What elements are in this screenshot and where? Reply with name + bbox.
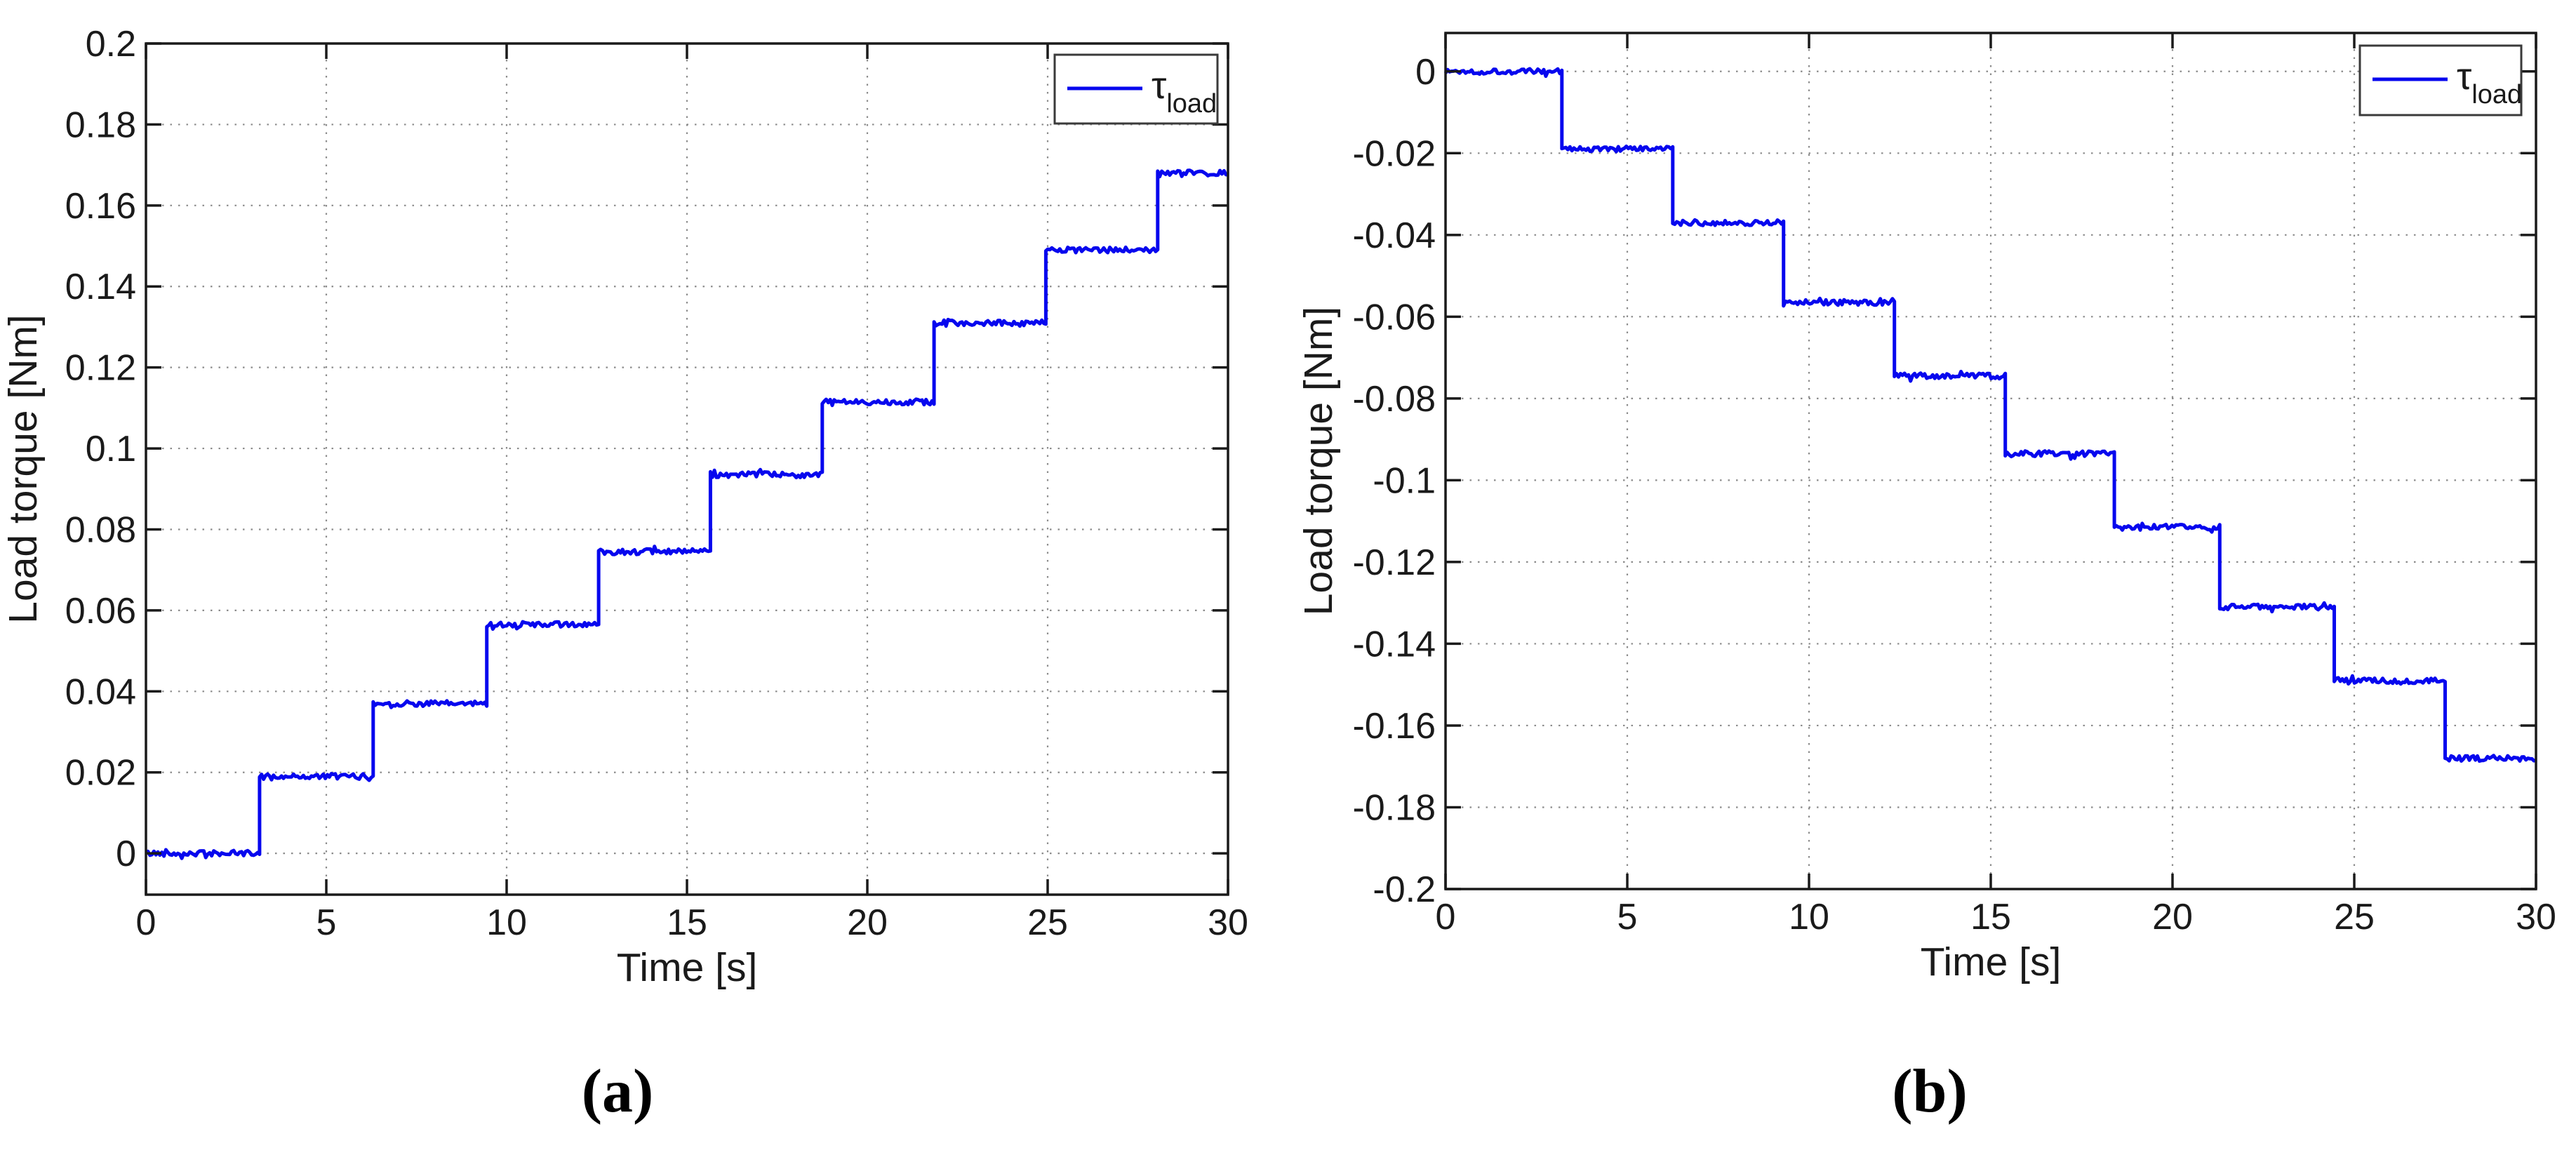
svg-text:-0.04: -0.04 <box>1352 215 1436 256</box>
svg-text:0: 0 <box>116 834 136 874</box>
svg-text:20: 20 <box>2152 897 2193 937</box>
svg-text:-0.06: -0.06 <box>1352 297 1436 338</box>
y-tick-labels-b: 0 -0.02 -0.04 -0.06 -0.08 -0.1 -0.12 -0.14 -0.16… <box>1352 52 1436 910</box>
svg-text:0.1: 0.1 <box>86 429 136 469</box>
svg-text:20: 20 <box>847 902 888 943</box>
svg-text:-0.18: -0.18 <box>1352 787 1436 828</box>
svg-text:-0.02: -0.02 <box>1352 133 1436 174</box>
series-tau-load-a <box>145 168 1229 860</box>
legend-label-a: τload <box>1152 65 1217 119</box>
plot-b-canvas: 0 5 10 15 20 25 30 0 -0.02 -0.04 -0.06 -0.08 -0.1 -0.… <box>1296 32 2556 984</box>
svg-text:-0.16: -0.16 <box>1352 706 1436 747</box>
grid-a <box>146 44 1228 895</box>
x-tick-labels-a: 0 5 10 15 20 25 30 <box>136 902 1248 943</box>
legend-a: τload <box>1053 53 1219 125</box>
svg-text:0.14: 0.14 <box>65 267 136 307</box>
svg-text:5: 5 <box>1617 897 1638 937</box>
svg-text:10: 10 <box>1789 897 1829 937</box>
y-axis-label-a: Load torque [Nm] <box>1 314 46 623</box>
series-tau-load-b <box>1443 67 2537 763</box>
svg-text:5: 5 <box>316 902 337 943</box>
svg-text:0.04: 0.04 <box>65 672 136 712</box>
svg-text:0: 0 <box>1415 52 1436 93</box>
svg-text:25: 25 <box>2334 897 2375 937</box>
grid-b <box>1446 33 2536 889</box>
subfigure-b-label: (b) <box>1892 1057 1968 1126</box>
svg-text:25: 25 <box>1027 902 1068 943</box>
svg-text:0.02: 0.02 <box>65 753 136 794</box>
svg-text:0.2: 0.2 <box>86 24 136 65</box>
svg-text:0.06: 0.06 <box>65 591 136 632</box>
svg-text:-0.1: -0.1 <box>1373 460 1436 501</box>
y-axis-label-b: Load torque [Nm] <box>1296 307 1341 615</box>
svg-text:-0.14: -0.14 <box>1352 624 1436 665</box>
axes-box-a <box>145 42 1229 896</box>
svg-text:-0.2: -0.2 <box>1373 869 1436 910</box>
subfigure-a-label: (a) <box>581 1057 654 1126</box>
x-tick-labels-b: 0 5 10 15 20 25 30 <box>1436 897 2556 937</box>
svg-text:30: 30 <box>2516 897 2556 937</box>
svg-text:-0.12: -0.12 <box>1352 542 1436 583</box>
svg-text:0.08: 0.08 <box>65 509 136 550</box>
x-axis-label-a: Time [s] <box>617 945 758 990</box>
svg-text:15: 15 <box>1970 897 2011 937</box>
svg-text:0: 0 <box>1436 897 1456 937</box>
x-axis-label-b: Time [s] <box>1921 940 2062 984</box>
svg-text:0.18: 0.18 <box>65 105 136 145</box>
legend-b: τload <box>2358 44 2523 116</box>
svg-text:-0.08: -0.08 <box>1352 379 1436 420</box>
tick-marks-b <box>1444 33 2537 890</box>
svg-text:30: 30 <box>1208 902 1248 943</box>
svg-text:0: 0 <box>136 902 156 943</box>
y-tick-labels-a: 0 0.02 0.04 0.06 0.08 0.1 0.12 0.14 0.16 0.18 0.2 <box>65 24 136 874</box>
svg-text:0.16: 0.16 <box>65 186 136 227</box>
svg-text:15: 15 <box>667 902 707 943</box>
svg-text:0.12: 0.12 <box>65 348 136 389</box>
svg-text:10: 10 <box>486 902 527 943</box>
tick-marks-a <box>145 42 1229 895</box>
plot-a-canvas: 0 5 10 15 20 25 30 0 0.02 0.04 0.06 0.08 0.1 0.12 0.14… <box>1 24 1248 990</box>
legend-label-b: τload <box>2457 55 2522 109</box>
